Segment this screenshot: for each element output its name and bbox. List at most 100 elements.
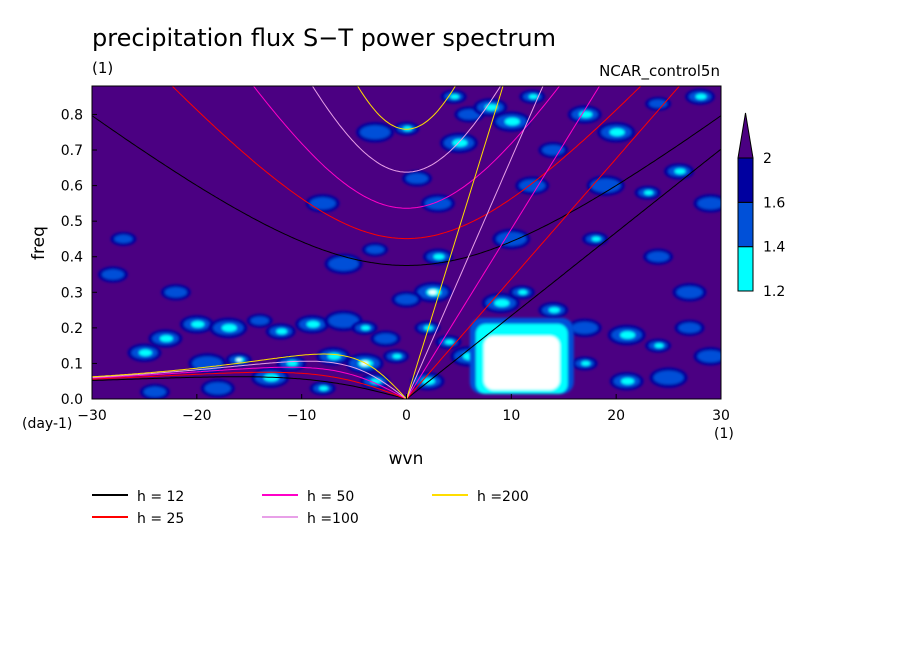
legend-label: h =200 — [477, 489, 529, 505]
rossby-curve-h25 — [92, 371, 407, 399]
y-axis-label: freq — [29, 226, 49, 260]
rossby-curve-h12 — [92, 376, 407, 399]
legend-item: h = 50 — [262, 489, 354, 505]
contour-blob — [582, 231, 609, 246]
contour-blob — [295, 315, 330, 334]
colorbar-band — [737, 201, 754, 248]
contour-blob — [571, 356, 598, 371]
contour-blob — [672, 283, 707, 302]
x-tick-label: −20 — [182, 408, 212, 424]
contour-blob — [401, 170, 432, 187]
contour-blob — [139, 383, 170, 399]
contour-blob — [370, 330, 401, 347]
legend-label: h =100 — [307, 511, 359, 527]
high-power-region — [469, 317, 574, 394]
inertio-gravity-curve-h50 — [252, 86, 561, 209]
contour-blob — [110, 231, 137, 246]
contour-blob — [225, 352, 252, 367]
contour-blob — [538, 141, 569, 159]
y-tick-label: 0.3 — [61, 285, 83, 301]
inertio-gravity-curve-h100 — [311, 86, 502, 173]
contour-blob — [607, 324, 646, 346]
contour-blob — [440, 89, 467, 104]
colorbar-label: 2 — [763, 151, 772, 167]
contour-blob — [492, 111, 531, 132]
spectrum-contours — [97, 88, 721, 399]
contour-blob — [345, 353, 384, 374]
contour-blob — [435, 335, 462, 350]
contour-blob — [664, 163, 695, 180]
contour-blob — [179, 315, 214, 334]
contour-blob — [209, 317, 248, 339]
contour-blob — [97, 266, 128, 283]
contour-blob — [414, 320, 441, 335]
y-tick-label: 0.7 — [61, 143, 83, 159]
legend: h = 12 h = 25 h = 50 h =100 h =200 — [92, 489, 529, 527]
contour-blob — [200, 379, 235, 398]
contour-blob — [645, 96, 672, 111]
x-tick-label: 20 — [607, 408, 625, 424]
x-tick-label: −30 — [77, 408, 107, 424]
run-label: NCAR_control5n — [599, 62, 720, 81]
inertio-gravity-curve-h25 — [171, 86, 642, 240]
x-tick-label: −10 — [287, 408, 317, 424]
contour-blob — [420, 194, 455, 213]
contour-blob — [492, 228, 531, 250]
legend-item: h =200 — [432, 489, 529, 505]
legend-label: h = 12 — [137, 489, 184, 505]
rossby-curve-h200 — [92, 353, 407, 399]
y-tick-label: 0.6 — [61, 179, 83, 195]
colorbar: 1.2 1.4 1.6 2 — [737, 112, 785, 300]
y-axis-units: (day-1) — [22, 416, 72, 432]
colorbar-label: 1.2 — [763, 284, 785, 300]
dispersion-curves — [92, 86, 721, 399]
contour-blob — [393, 121, 420, 136]
y-tick-label: 0.1 — [61, 356, 83, 372]
contour-blob — [360, 373, 391, 390]
contour-blob — [538, 302, 569, 319]
kelvin-curve-h200 — [406, 86, 504, 399]
legend-label: h = 50 — [307, 489, 354, 505]
contour-blob — [246, 313, 273, 328]
x-axis-units: (1) — [714, 426, 734, 442]
colorbar-band — [737, 246, 754, 292]
plot-area — [92, 86, 721, 399]
y-tick-label: 0.4 — [61, 250, 83, 266]
contour-blob — [362, 242, 389, 257]
contour-blob — [645, 338, 672, 353]
x-tick-label: 30 — [712, 408, 730, 424]
contour-blob — [305, 194, 340, 213]
contour-blob — [643, 248, 674, 265]
colorbar-top-arrow — [737, 112, 754, 159]
contour-blob — [586, 175, 625, 196]
y-tick-label: 0.0 — [61, 392, 83, 408]
legend-item: h = 25 — [92, 511, 184, 527]
x-tick-label: 0 — [402, 408, 411, 424]
legend-item: h = 12 — [92, 489, 184, 505]
rossby-curve-h100 — [92, 360, 407, 399]
x-axis-label: wvn — [389, 449, 424, 469]
kelvin-curve-h12 — [406, 148, 721, 399]
contour-blob — [519, 89, 546, 104]
contour-blob — [649, 367, 688, 388]
contour-blob — [148, 329, 183, 348]
kelvin-curve-h100 — [406, 86, 544, 399]
contour-blob — [567, 105, 602, 124]
contour-blob — [685, 88, 716, 105]
inertio-gravity-curve-h12 — [92, 115, 721, 266]
contour-blob — [693, 347, 721, 366]
contour-blob — [609, 372, 644, 391]
y-tick-label: 0.2 — [61, 321, 83, 337]
contour-blob — [127, 343, 162, 362]
y-tick-label: 0.8 — [61, 107, 83, 123]
rossby-curve-h50 — [92, 366, 407, 399]
contour-blob — [351, 320, 378, 335]
legend-label: h = 25 — [137, 511, 184, 527]
colorbar-label: 1.4 — [763, 240, 785, 256]
y-tick-label: 0.5 — [61, 214, 83, 230]
contour-blob — [160, 284, 191, 301]
contour-blob — [265, 323, 296, 340]
legend-item: h =100 — [262, 511, 359, 527]
units-label: (1) — [92, 59, 113, 77]
